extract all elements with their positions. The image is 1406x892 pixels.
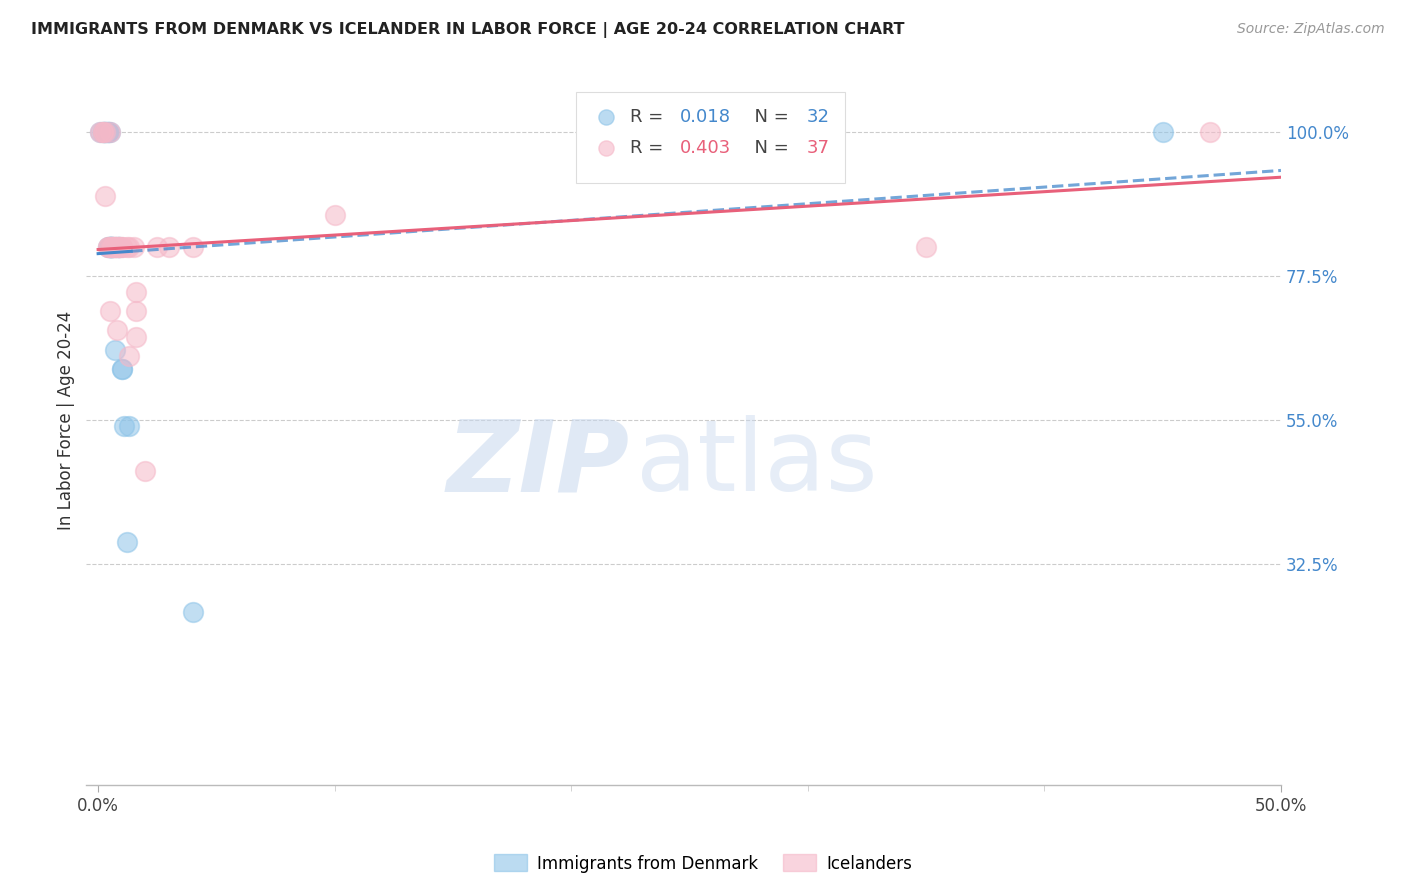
Point bbox=[112, 419, 135, 434]
Y-axis label: In Labor Force | Age 20-24: In Labor Force | Age 20-24 bbox=[58, 310, 75, 530]
Point bbox=[108, 240, 131, 254]
Point bbox=[97, 240, 120, 254]
Text: R =: R = bbox=[630, 108, 669, 126]
Point bbox=[101, 240, 124, 254]
Point bbox=[98, 240, 121, 254]
Point bbox=[118, 240, 141, 254]
Point bbox=[97, 125, 120, 139]
Point bbox=[108, 240, 131, 254]
Legend: Immigrants from Denmark, Icelanders: Immigrants from Denmark, Icelanders bbox=[486, 847, 920, 880]
Point bbox=[105, 323, 128, 337]
Text: atlas: atlas bbox=[636, 415, 877, 512]
Point bbox=[1199, 125, 1222, 139]
Point bbox=[98, 125, 121, 139]
Point bbox=[1116, 206, 1139, 220]
Point bbox=[104, 343, 127, 357]
Point bbox=[104, 240, 127, 254]
Point bbox=[915, 240, 938, 254]
Point bbox=[181, 605, 204, 619]
Point bbox=[115, 534, 138, 549]
Point bbox=[101, 240, 124, 254]
Point bbox=[181, 240, 204, 254]
Point bbox=[125, 304, 148, 318]
Text: 0.403: 0.403 bbox=[681, 139, 731, 157]
Point bbox=[98, 125, 121, 139]
Point bbox=[104, 240, 127, 254]
Point bbox=[101, 240, 124, 254]
Text: R =: R = bbox=[630, 139, 669, 157]
Point bbox=[94, 125, 117, 139]
Point bbox=[98, 240, 121, 254]
Point bbox=[108, 240, 131, 254]
Point bbox=[146, 240, 169, 254]
Text: N =: N = bbox=[744, 108, 794, 126]
Point bbox=[108, 240, 131, 254]
Point bbox=[94, 189, 117, 203]
Point bbox=[111, 361, 134, 376]
FancyBboxPatch shape bbox=[576, 92, 845, 183]
Point bbox=[101, 240, 124, 254]
Point bbox=[101, 240, 124, 254]
Point bbox=[111, 361, 134, 376]
Text: Source: ZipAtlas.com: Source: ZipAtlas.com bbox=[1237, 22, 1385, 37]
Point bbox=[157, 240, 180, 254]
Point bbox=[111, 240, 134, 254]
Point bbox=[134, 464, 156, 478]
Text: 37: 37 bbox=[807, 139, 830, 157]
Point bbox=[98, 240, 121, 254]
Point bbox=[111, 240, 134, 254]
Point bbox=[91, 125, 114, 139]
Point bbox=[118, 349, 141, 363]
Text: IMMIGRANTS FROM DENMARK VS ICELANDER IN LABOR FORCE | AGE 20-24 CORRELATION CHAR: IMMIGRANTS FROM DENMARK VS ICELANDER IN … bbox=[31, 22, 904, 38]
Text: N =: N = bbox=[744, 139, 794, 157]
Point bbox=[118, 419, 141, 434]
Point bbox=[91, 125, 114, 139]
Text: 32: 32 bbox=[807, 108, 830, 126]
Point bbox=[108, 240, 131, 254]
Point bbox=[1116, 179, 1139, 194]
Point bbox=[98, 304, 121, 318]
Point bbox=[105, 240, 128, 254]
Point bbox=[91, 125, 114, 139]
Point bbox=[1152, 125, 1174, 139]
Point bbox=[122, 240, 145, 254]
Point bbox=[97, 125, 120, 139]
Point bbox=[98, 240, 121, 254]
Point bbox=[97, 240, 120, 254]
Point bbox=[101, 240, 124, 254]
Point bbox=[97, 125, 120, 139]
Point bbox=[97, 240, 120, 254]
Point bbox=[104, 240, 127, 254]
Point bbox=[104, 240, 127, 254]
Point bbox=[98, 240, 121, 254]
Point bbox=[98, 240, 121, 254]
Text: ZIP: ZIP bbox=[447, 415, 630, 512]
Point bbox=[94, 125, 117, 139]
Point bbox=[91, 125, 114, 139]
Point bbox=[125, 285, 148, 299]
Point bbox=[94, 125, 117, 139]
Point bbox=[89, 125, 111, 139]
Point bbox=[101, 240, 124, 254]
Point bbox=[94, 125, 117, 139]
Point bbox=[323, 208, 346, 222]
Point bbox=[115, 240, 138, 254]
Point bbox=[105, 240, 128, 254]
Text: 0.018: 0.018 bbox=[681, 108, 731, 126]
Point bbox=[125, 330, 148, 344]
Point bbox=[89, 125, 111, 139]
